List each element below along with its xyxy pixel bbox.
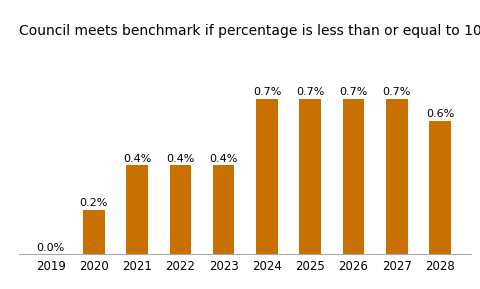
Text: Council meets benchmark if percentage is less than or equal to 10%: Council meets benchmark if percentage is… — [19, 24, 480, 38]
Bar — [169, 166, 191, 254]
Text: 0.7%: 0.7% — [252, 87, 280, 97]
Text: 0.0%: 0.0% — [36, 242, 65, 253]
Text: 0.7%: 0.7% — [338, 87, 367, 97]
Text: 0.7%: 0.7% — [295, 87, 324, 97]
Bar — [342, 99, 363, 254]
Bar — [213, 166, 234, 254]
Text: 0.4%: 0.4% — [166, 154, 194, 164]
Text: 0.4%: 0.4% — [123, 154, 151, 164]
Bar — [385, 99, 407, 254]
Bar — [255, 99, 277, 254]
Text: 0.4%: 0.4% — [209, 154, 238, 164]
Text: 0.7%: 0.7% — [382, 87, 410, 97]
Bar — [126, 166, 148, 254]
Bar — [83, 210, 105, 254]
Bar — [428, 121, 450, 254]
Text: 0.2%: 0.2% — [80, 198, 108, 208]
Bar — [299, 99, 320, 254]
Text: 0.6%: 0.6% — [425, 109, 453, 119]
